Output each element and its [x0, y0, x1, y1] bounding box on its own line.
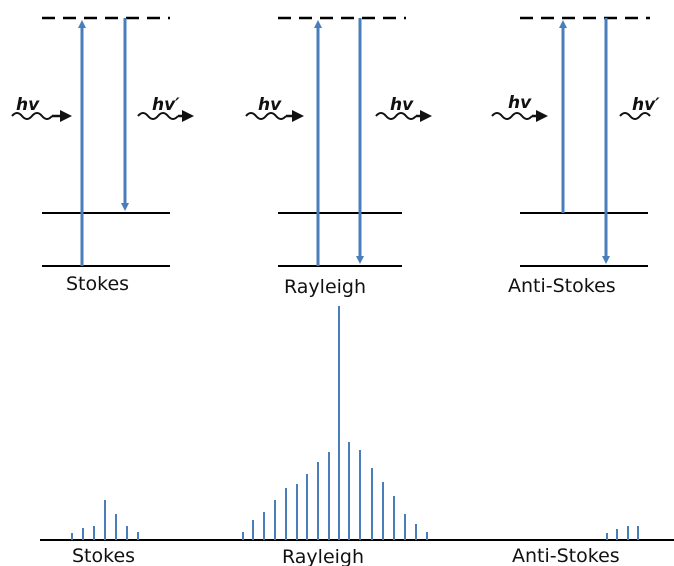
- spectrum-label-stokes: Stokes: [72, 545, 135, 566]
- scattered-photon-wave: [375, 112, 417, 120]
- stokes-peaks: [71, 500, 139, 540]
- anti-stokes-panel: hv hv′ Anti-Stokes: [491, 16, 660, 297]
- incident-photon-label: hv: [508, 93, 532, 113]
- rayleigh-panel: hv hv Rayleigh: [245, 16, 432, 298]
- scattered-photon-label: hv′: [152, 95, 180, 115]
- incident-photon-wave: [491, 112, 533, 120]
- spectrum-label-rayleigh: Rayleigh: [282, 546, 364, 566]
- incident-photon-label: hv: [16, 95, 40, 115]
- rayleigh-peaks: [242, 306, 428, 540]
- panel-label-stokes: Stokes: [66, 273, 129, 295]
- scattered-photon-wave: [619, 112, 651, 120]
- incident-photon-label: hv: [258, 95, 282, 115]
- stokes-panel: hv hv′ Stokes: [11, 16, 194, 295]
- spectrum: Stokes Rayleigh Anti-Stokes: [40, 306, 674, 566]
- incident-photon-wave: [11, 112, 53, 120]
- anti-stokes-peaks: [606, 526, 639, 540]
- incident-photon-wave: [245, 112, 287, 120]
- spectrum-label-anti-stokes: Anti-Stokes: [512, 545, 620, 566]
- scattered-photon-label: hv′: [632, 95, 660, 115]
- panel-label-anti-stokes: Anti-Stokes: [508, 275, 616, 297]
- scattered-photon-label: hv: [390, 95, 414, 115]
- scattered-photon-wave: [137, 112, 179, 120]
- panel-label-rayleigh: Rayleigh: [284, 276, 366, 298]
